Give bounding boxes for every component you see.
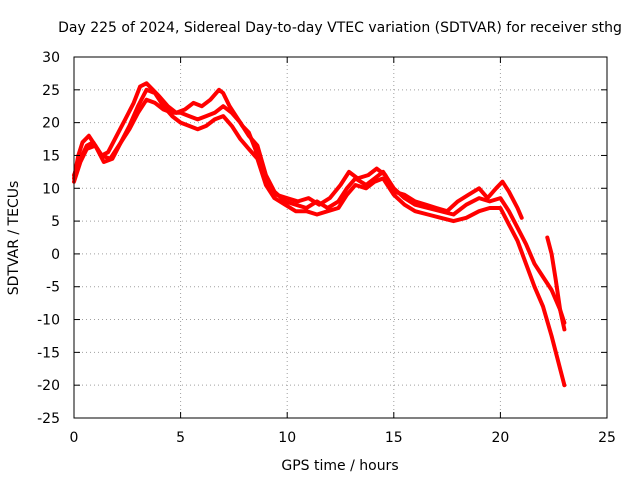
series-line-satellite-track-2: [72, 97, 567, 325]
x-axis-title: GPS time / hours: [281, 458, 398, 474]
y-tick-label: -25: [37, 411, 60, 427]
x-tick-label: 20: [491, 430, 509, 446]
grid-lines: [74, 57, 607, 418]
x-tick-label: 10: [278, 430, 296, 446]
x-tick-label: 15: [385, 430, 403, 446]
y-tick-label: 5: [51, 214, 60, 230]
series-line-satellite-track-3: [72, 87, 567, 388]
y-tick-label: 30: [42, 50, 60, 66]
y-tick-label: 15: [42, 148, 60, 164]
x-tick-label: 25: [598, 430, 616, 446]
y-tick-label: 25: [42, 83, 60, 99]
x-tick-labels: 0 5 10 15 20 25: [70, 430, 616, 446]
series-line-satellite-track-4: [545, 235, 567, 332]
y-tick-label: 0: [51, 247, 60, 263]
chart-title: Day 225 of 2024, Sidereal Day-to-day VTE…: [58, 20, 622, 36]
plot-frame: [73, 56, 608, 419]
y-tick-label: -5: [46, 280, 60, 296]
y-axis-title: SDTVAR / TECUs: [6, 181, 22, 296]
y-tick-label: 20: [42, 116, 60, 132]
x-tick-label: 5: [176, 430, 185, 446]
series-group: [72, 81, 567, 388]
y-tick-label: -20: [37, 378, 60, 394]
axis-ticks: [73, 56, 608, 419]
y-tick-label: -15: [37, 345, 60, 361]
y-tick-labels: -25 -20 -15 -10 -5 0 5 10 15 20 25 30: [37, 50, 60, 427]
y-tick-label: -10: [37, 313, 60, 329]
x-tick-label: 0: [70, 430, 79, 446]
y-tick-label: 10: [42, 181, 60, 197]
